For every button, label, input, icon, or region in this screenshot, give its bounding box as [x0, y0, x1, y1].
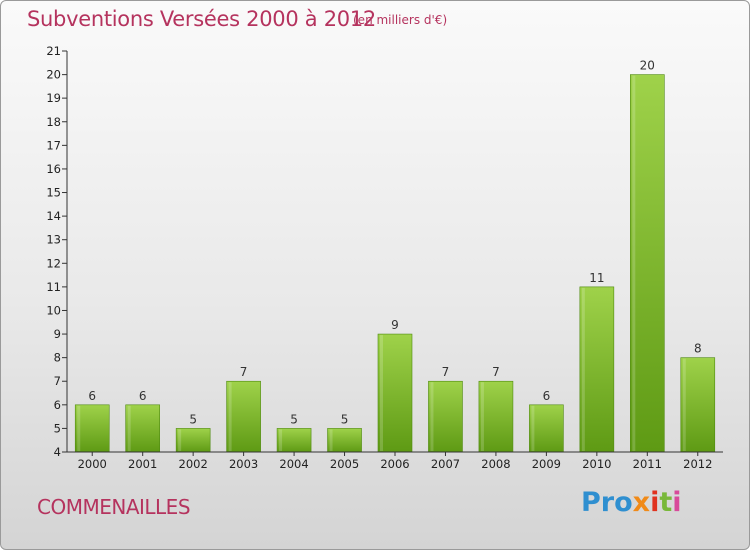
chart-unit: (en milliers d'€) — [353, 13, 448, 27]
bar-highlight — [228, 382, 232, 451]
x-tick-label-2011: 2011 — [633, 457, 662, 471]
bar-2001 — [125, 404, 160, 453]
bar-highlight — [329, 429, 333, 451]
bar-highlight — [531, 405, 535, 451]
y-tick-label: 10 — [46, 303, 61, 317]
bar-highlight — [632, 75, 636, 452]
bars: 6 6 5 7 5 5 9 7 7 6 11 20 8 — [74, 59, 716, 453]
data-label-2002: 5 — [189, 412, 197, 426]
logo-part-2: x — [632, 487, 651, 518]
y-tick-label: 19 — [46, 91, 61, 105]
bar-highlight — [682, 358, 686, 451]
bar-2011 — [630, 74, 665, 453]
y-tick-label: 9 — [54, 327, 61, 341]
x-axis-ticks: 2000 2001 2002 2003 2004 2005 2006 2007 2008 2009… — [78, 452, 712, 471]
x-tick-label-2003: 2003 — [229, 457, 258, 471]
y-tick-label: 6 — [54, 398, 61, 412]
x-tick-label-2005: 2005 — [330, 457, 359, 471]
bar-2000 — [74, 404, 110, 453]
proxiti-logo: Proxiti — [581, 487, 682, 518]
y-tick-label: 7 — [54, 374, 61, 388]
logo-part-5: i — [672, 487, 682, 518]
bar-highlight — [480, 382, 484, 451]
y-tick-label: 12 — [46, 256, 61, 270]
bar-2009 — [529, 404, 564, 453]
bar-highlight — [581, 287, 585, 451]
data-label-2006: 9 — [391, 318, 399, 332]
bar-highlight — [380, 335, 383, 451]
data-label-2004: 5 — [290, 412, 298, 426]
logo-part-4: t — [659, 487, 673, 518]
y-axis-ticks: 4 5 6 7 8 9 10 11 12 13 14 15 16 17 18 19 20 21 — [46, 44, 67, 459]
y-tick-label: 16 — [46, 162, 61, 176]
y-tick-label: 8 — [54, 351, 61, 365]
commune-name: COMMENAILLES — [37, 495, 191, 519]
data-label-2008: 7 — [492, 365, 500, 379]
bar-2003 — [226, 380, 261, 453]
x-tick-label-2004: 2004 — [279, 457, 308, 471]
data-label-2011: 20 — [640, 59, 655, 73]
x-tick-label-2007: 2007 — [431, 457, 460, 471]
bar-highlight — [430, 382, 434, 451]
logo-part-1: Pro — [581, 487, 633, 518]
bar-2007 — [428, 380, 463, 453]
data-label-2010: 11 — [589, 271, 604, 285]
y-tick-label: 13 — [46, 233, 61, 247]
x-tick-label-2001: 2001 — [128, 457, 157, 471]
y-tick-label: 11 — [46, 280, 61, 294]
y-tick-label: 17 — [46, 138, 61, 152]
logo-part-3: i — [650, 487, 660, 518]
bar-highlight — [127, 405, 131, 451]
x-tick-label-2009: 2009 — [532, 457, 561, 471]
y-tick-label: 20 — [46, 68, 61, 82]
y-tick-label: 18 — [46, 115, 61, 129]
y-tick-label: 15 — [46, 186, 61, 200]
data-label-2003: 7 — [240, 365, 248, 379]
bar-2008 — [478, 380, 514, 453]
bar-highlight — [178, 429, 182, 451]
bar-2006 — [377, 333, 413, 453]
bar-2005 — [327, 428, 362, 453]
bar-highlight — [77, 405, 81, 451]
y-tick-label: 5 — [54, 421, 61, 435]
data-label-2012: 8 — [694, 342, 702, 356]
bar-highlight — [279, 429, 283, 451]
data-label-2005: 5 — [341, 412, 349, 426]
data-label-2007: 7 — [442, 365, 450, 379]
y-tick-label: 14 — [46, 209, 61, 223]
bar-2010 — [579, 286, 615, 453]
y-tick-label: 4 — [54, 445, 61, 459]
bar-2002 — [175, 428, 211, 453]
data-label-2009: 6 — [543, 389, 551, 403]
x-tick-label-2012: 2012 — [683, 457, 712, 471]
bar-2004 — [276, 428, 312, 453]
bar-2012 — [680, 357, 716, 453]
x-tick-label-2008: 2008 — [481, 457, 510, 471]
x-tick-label-2002: 2002 — [179, 457, 208, 471]
chart-title: Subventions Versées 2000 à 2012 — [27, 7, 376, 31]
data-label-2001: 6 — [139, 389, 147, 403]
data-label-2000: 6 — [88, 389, 96, 403]
x-tick-label-2010: 2010 — [582, 457, 611, 471]
x-tick-label-2000: 2000 — [78, 457, 107, 471]
x-tick-label-2006: 2006 — [380, 457, 409, 471]
y-tick-label: 21 — [46, 44, 61, 58]
